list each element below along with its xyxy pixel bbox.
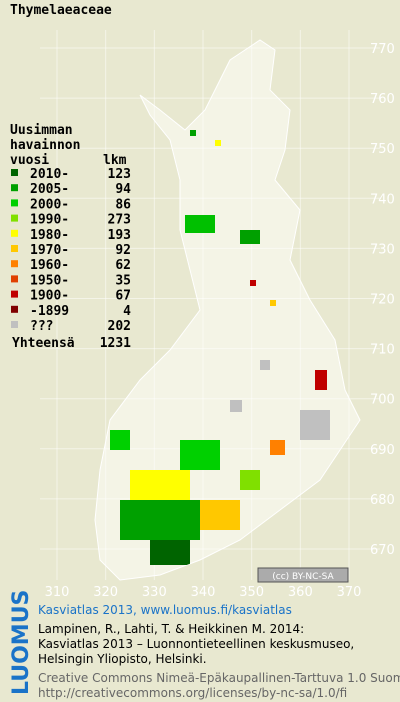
legend-count: 86 xyxy=(115,197,131,212)
footer-link: Kasviatlas 2013, www.luomus.fi/kasviatla… xyxy=(38,603,292,617)
y-label: 750 xyxy=(370,142,395,157)
legend-count: 94 xyxy=(115,182,131,197)
legend-swatch xyxy=(11,305,18,313)
y-label: 760 xyxy=(370,92,395,107)
legend-label: 1990- xyxy=(30,213,69,228)
legend-count: 67 xyxy=(115,289,131,304)
y-label: 720 xyxy=(370,293,395,308)
legend-label: 2000- xyxy=(30,197,69,212)
y-label: 740 xyxy=(370,192,395,207)
license-badge: (cc) BY-NC-SA xyxy=(257,567,349,583)
y-label: 770 xyxy=(370,42,395,57)
legend-header: havainnon xyxy=(10,138,80,153)
legend-swatch xyxy=(11,229,18,237)
legend-count: 193 xyxy=(108,228,131,243)
y-label: 680 xyxy=(370,493,395,508)
legend-count: 62 xyxy=(115,258,131,273)
legend-header: Uusimman xyxy=(10,123,73,138)
y-label: 710 xyxy=(370,343,395,358)
x-label: 350 xyxy=(239,585,264,600)
license-badge-text: (cc) BY-NC-SA xyxy=(272,572,334,582)
x-label: 370 xyxy=(337,585,362,600)
legend-swatch xyxy=(11,199,18,207)
legend-swatch xyxy=(11,169,18,176)
legend-label: 1970- xyxy=(30,243,69,258)
x-label: 330 xyxy=(142,585,167,600)
legend-label: 1900- xyxy=(30,289,69,304)
legend-swatch xyxy=(11,321,18,328)
legend-swatch xyxy=(11,260,18,268)
land xyxy=(94,39,361,581)
legend-count: 92 xyxy=(115,243,131,258)
legend-label: 2010- xyxy=(30,167,69,182)
legend-swatch xyxy=(11,275,18,283)
legend-count: 4 xyxy=(123,304,131,319)
legend-swatch xyxy=(11,290,18,298)
legend-count: 35 xyxy=(115,273,131,288)
legend-label: 1950- xyxy=(30,273,69,288)
license: Creative Commons Nimeä-Epäkaupallinen-Ta… xyxy=(38,671,400,685)
x-label: 320 xyxy=(93,585,118,600)
observations xyxy=(110,130,330,565)
legend: 2010- 123 2005- 94 2000- 86 1990- 273 1980- 193 19… xyxy=(11,167,131,334)
brand: LUOMUS xyxy=(9,590,34,695)
y-label: 730 xyxy=(370,242,395,257)
legend-swatch xyxy=(11,214,18,222)
legend-header: vuosi xyxy=(10,153,49,168)
legend-label: -1899 xyxy=(30,304,69,319)
legend-label: 1980- xyxy=(30,228,69,243)
total-label: Yhteensä xyxy=(12,336,75,351)
legend-count: 202 xyxy=(108,319,131,334)
legend-swatch xyxy=(11,184,18,192)
legend-count-header: lkm xyxy=(103,153,127,168)
total-value: 1231 xyxy=(100,336,131,351)
legend-label: 2005- xyxy=(30,182,69,197)
legend-count: 273 xyxy=(108,213,131,228)
x-label: 360 xyxy=(288,585,313,600)
legend-swatch xyxy=(11,245,18,252)
x-label: 340 xyxy=(191,585,216,600)
legend-count: 123 xyxy=(108,167,131,182)
license: http://creativecommons.org/licenses/by-n… xyxy=(38,686,347,700)
citation: Kasviatlas 2013 – Luonnontieteellinen ke… xyxy=(38,637,354,651)
legend-label: 1960- xyxy=(30,258,69,273)
y-label: 670 xyxy=(370,543,395,558)
citation: Helsingin Yliopisto, Helsinki. xyxy=(38,652,207,666)
x-label: 310 xyxy=(45,585,70,600)
y-label: 690 xyxy=(370,443,395,458)
title: Thymelaeaceae xyxy=(10,3,112,18)
citation: Lampinen, R., Lahti, T. & Heikkinen M. 2… xyxy=(38,622,304,636)
legend-label: ??? xyxy=(30,319,53,334)
y-label: 700 xyxy=(370,393,395,408)
